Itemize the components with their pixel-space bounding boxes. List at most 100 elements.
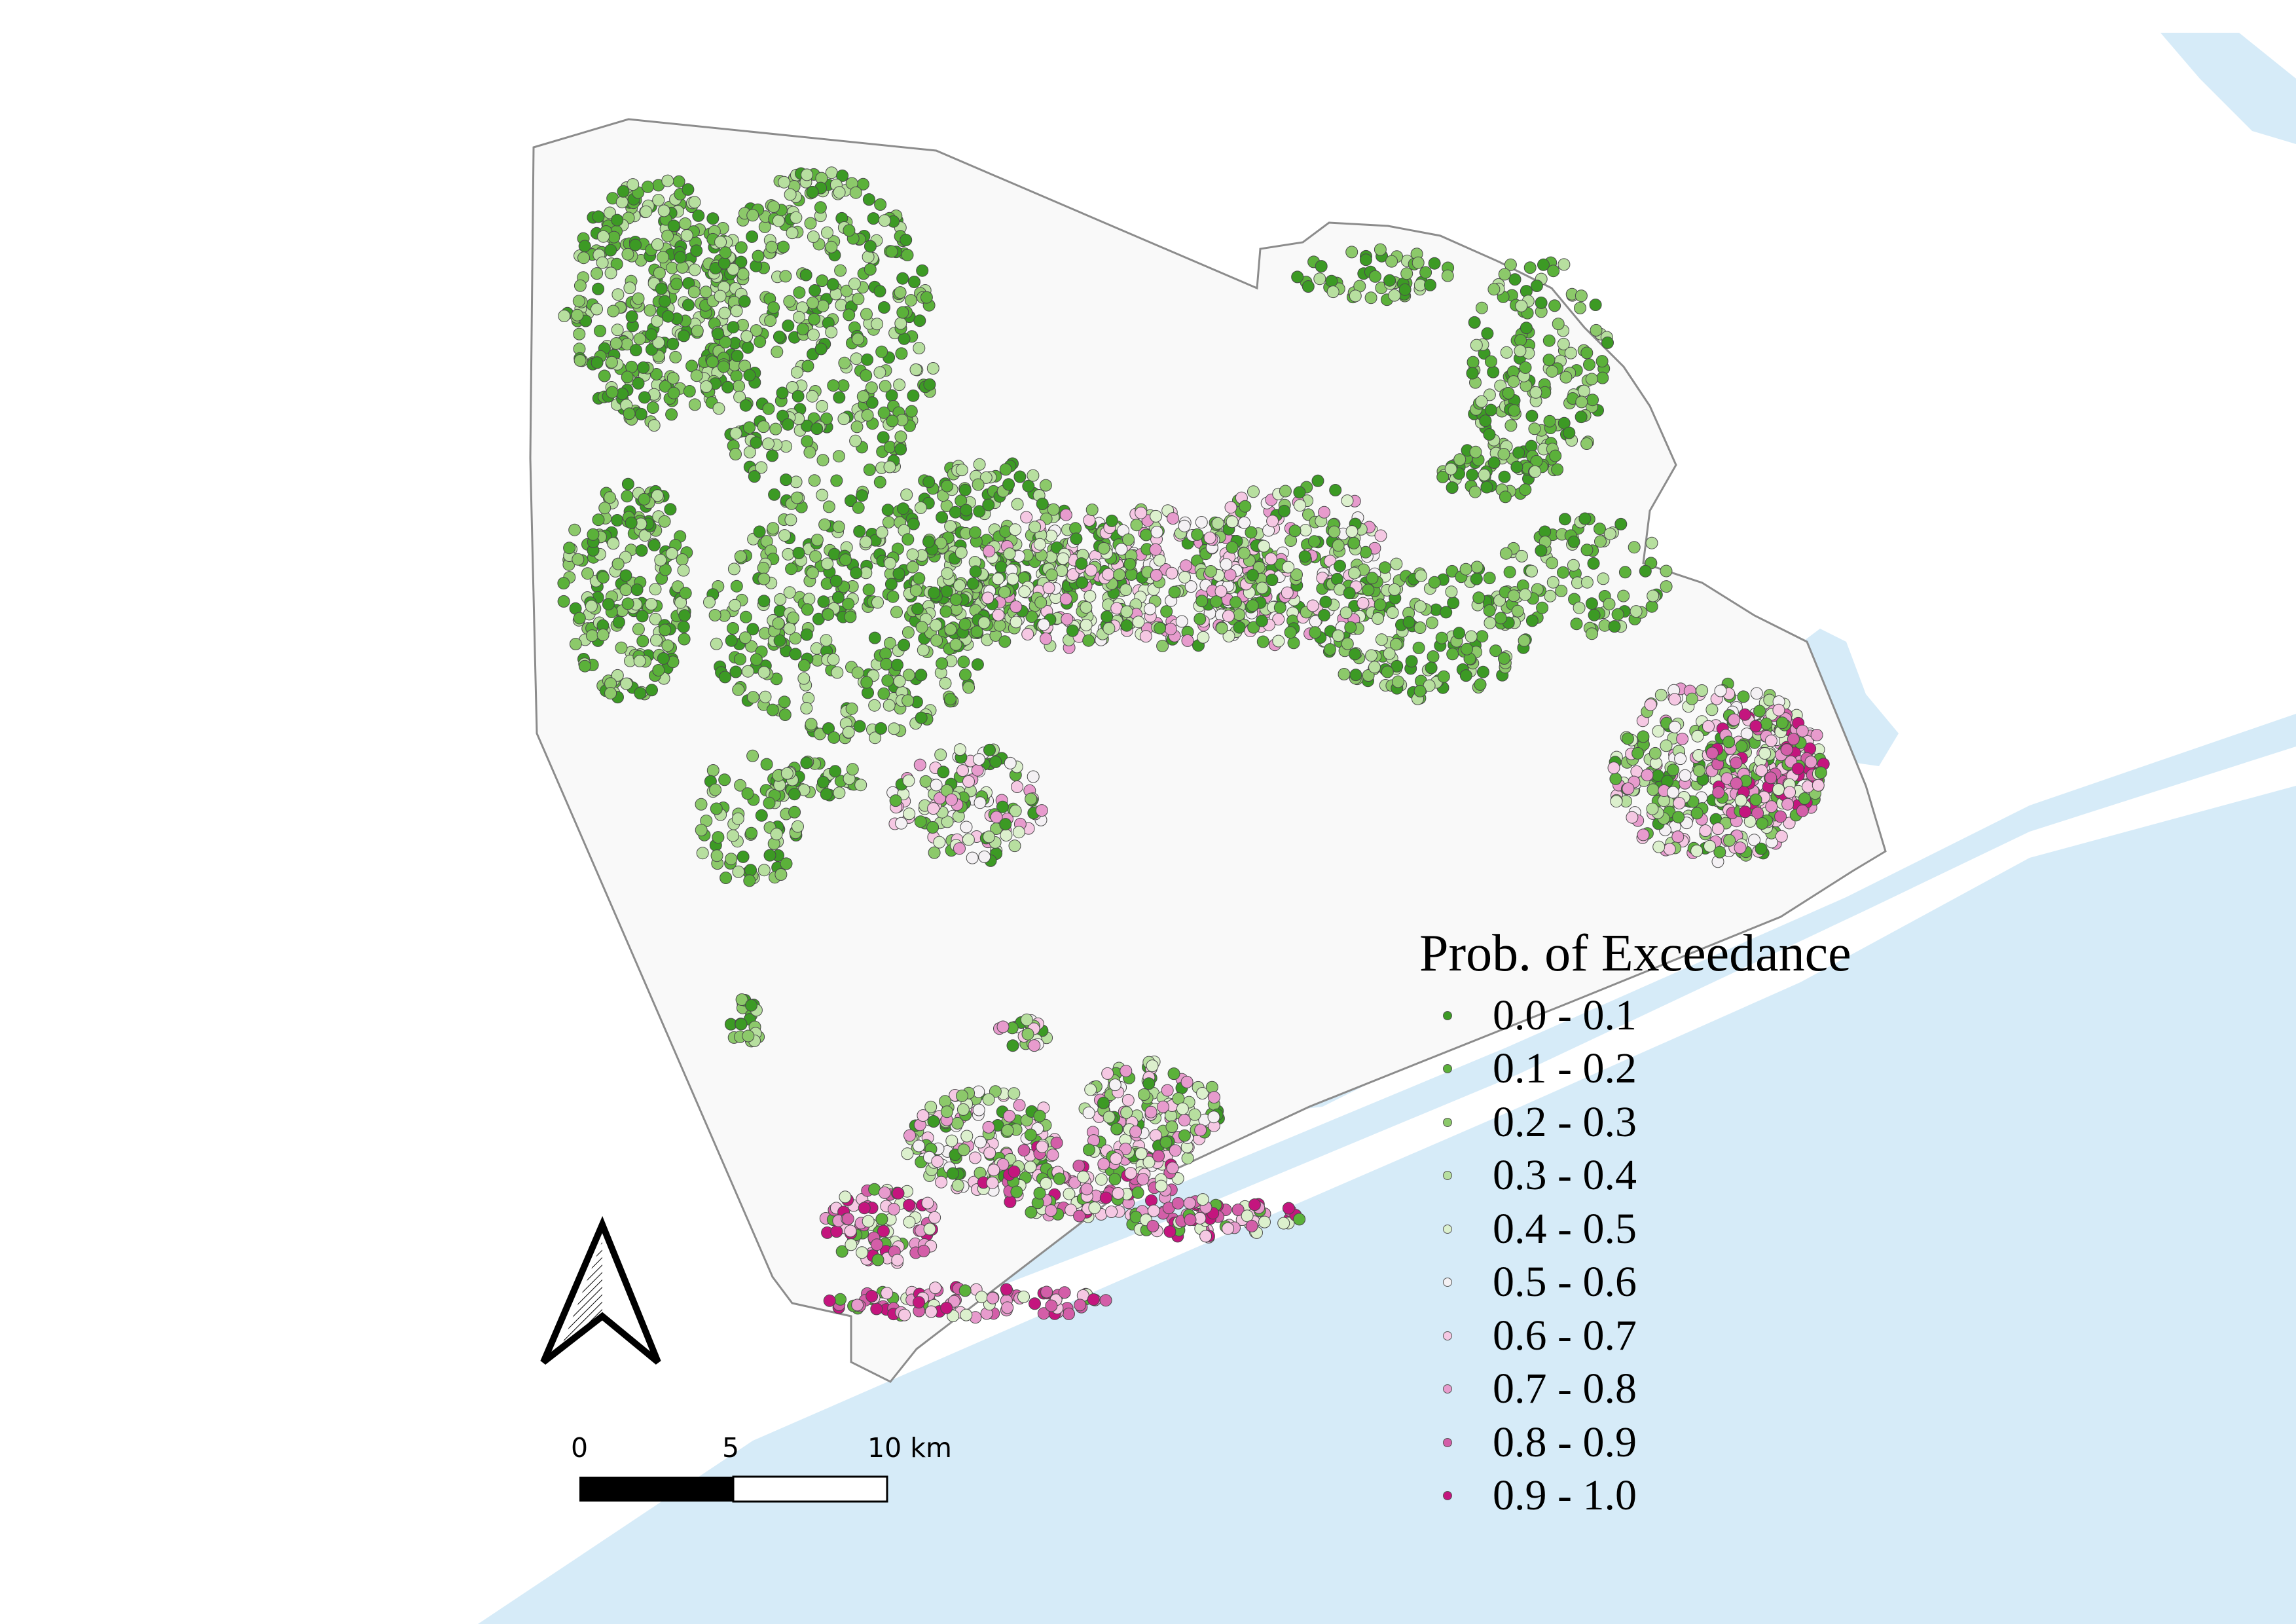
structure-point xyxy=(632,292,645,305)
structure-point xyxy=(780,473,792,487)
structure-point xyxy=(1334,559,1346,572)
structure-point xyxy=(1282,561,1295,574)
legend-item: 0.3 - 0.4 xyxy=(1414,1149,1912,1203)
legend-item: 0.8 - 0.9 xyxy=(1414,1416,1912,1469)
structure-point xyxy=(1512,446,1525,459)
structure-point xyxy=(740,330,754,343)
structure-point xyxy=(805,718,818,731)
structure-point xyxy=(853,525,866,538)
structure-point xyxy=(1511,604,1524,618)
structure-point xyxy=(791,366,803,379)
structure-point xyxy=(928,586,941,599)
structure-point xyxy=(591,267,604,280)
structure-point xyxy=(807,231,820,243)
structure-point xyxy=(754,335,767,348)
structure-point xyxy=(1205,1080,1218,1094)
structure-point xyxy=(744,864,757,877)
structure-point xyxy=(633,333,646,345)
structure-point xyxy=(1120,1106,1133,1119)
structure-point xyxy=(1050,1136,1063,1149)
structure-point xyxy=(1755,842,1768,855)
structure-point xyxy=(692,209,705,222)
structure-point xyxy=(1167,1067,1180,1080)
structure-point xyxy=(636,635,649,648)
structure-point xyxy=(953,842,966,855)
structure-point xyxy=(1070,532,1083,545)
structure-point xyxy=(714,289,727,303)
structure-point xyxy=(1058,1286,1071,1299)
structure-point xyxy=(1035,804,1048,817)
structure-point xyxy=(1503,566,1516,579)
structure-point xyxy=(913,342,926,355)
structure-point xyxy=(767,301,780,314)
structure-point xyxy=(792,820,804,833)
structure-point xyxy=(1101,1067,1114,1080)
structure-point xyxy=(833,786,846,800)
structure-point xyxy=(902,774,915,787)
structure-point xyxy=(621,597,634,610)
legend: Prob. of Exceedance 0.0 - 0.1 0.1 - 0.2 … xyxy=(1414,922,1912,1522)
legend-swatch xyxy=(1443,1384,1452,1394)
structure-point xyxy=(1435,631,1448,644)
structure-point xyxy=(1224,501,1237,514)
structure-point xyxy=(652,336,665,349)
structure-point xyxy=(1287,637,1300,650)
structure-point xyxy=(1040,1285,1053,1299)
structure-point xyxy=(1135,506,1148,519)
structure-point xyxy=(657,204,670,217)
structure-point xyxy=(920,291,933,304)
structure-point xyxy=(1197,631,1210,644)
structure-point xyxy=(828,731,841,744)
structure-point xyxy=(1053,1172,1066,1185)
structure-point xyxy=(1105,1206,1118,1218)
structure-point xyxy=(1424,278,1436,291)
structure-point xyxy=(804,217,817,230)
structure-point xyxy=(966,577,979,590)
structure-point xyxy=(1374,529,1387,542)
structure-point xyxy=(956,1089,968,1102)
structure-point xyxy=(1780,743,1793,756)
structure-point xyxy=(853,720,866,733)
structure-point xyxy=(1125,568,1138,581)
structure-point xyxy=(801,168,813,181)
structure-point xyxy=(896,306,909,319)
structure-point xyxy=(573,327,586,341)
structure-point xyxy=(854,779,867,792)
structure-point xyxy=(808,312,821,325)
structure-point xyxy=(1150,569,1163,581)
structure-point xyxy=(1590,323,1603,337)
structure-point xyxy=(1546,557,1559,570)
structure-point xyxy=(1332,539,1345,552)
structure-point xyxy=(902,533,915,546)
legend-label: 0.4 - 0.5 xyxy=(1493,1204,1637,1253)
structure-point xyxy=(611,323,624,337)
structure-point xyxy=(1215,621,1228,635)
structure-point xyxy=(1691,729,1704,743)
structure-point xyxy=(763,796,776,809)
structure-point xyxy=(1609,772,1622,785)
structure-point xyxy=(1110,1122,1123,1135)
structure-point xyxy=(604,491,617,504)
scale-bar-black-segment xyxy=(579,1477,733,1502)
structure-point xyxy=(1637,828,1650,841)
structure-point xyxy=(1548,299,1561,312)
structure-point xyxy=(1344,621,1357,634)
structure-point xyxy=(1188,1108,1201,1121)
structure-point xyxy=(1543,415,1556,428)
structure-point xyxy=(1017,1144,1030,1157)
structure-point xyxy=(767,522,780,535)
structure-point xyxy=(1446,481,1459,494)
structure-point xyxy=(1567,535,1580,548)
structure-point xyxy=(638,529,651,542)
structure-point xyxy=(1386,606,1399,619)
structure-point xyxy=(913,572,926,585)
structure-point xyxy=(957,1103,970,1116)
structure-point xyxy=(870,1238,883,1251)
structure-point xyxy=(762,402,775,415)
structure-point xyxy=(935,1175,948,1189)
structure-point xyxy=(1025,1206,1038,1219)
structure-point xyxy=(1293,1213,1306,1226)
structure-point xyxy=(1120,1065,1133,1077)
structure-point xyxy=(907,389,920,402)
structure-point xyxy=(827,653,840,666)
